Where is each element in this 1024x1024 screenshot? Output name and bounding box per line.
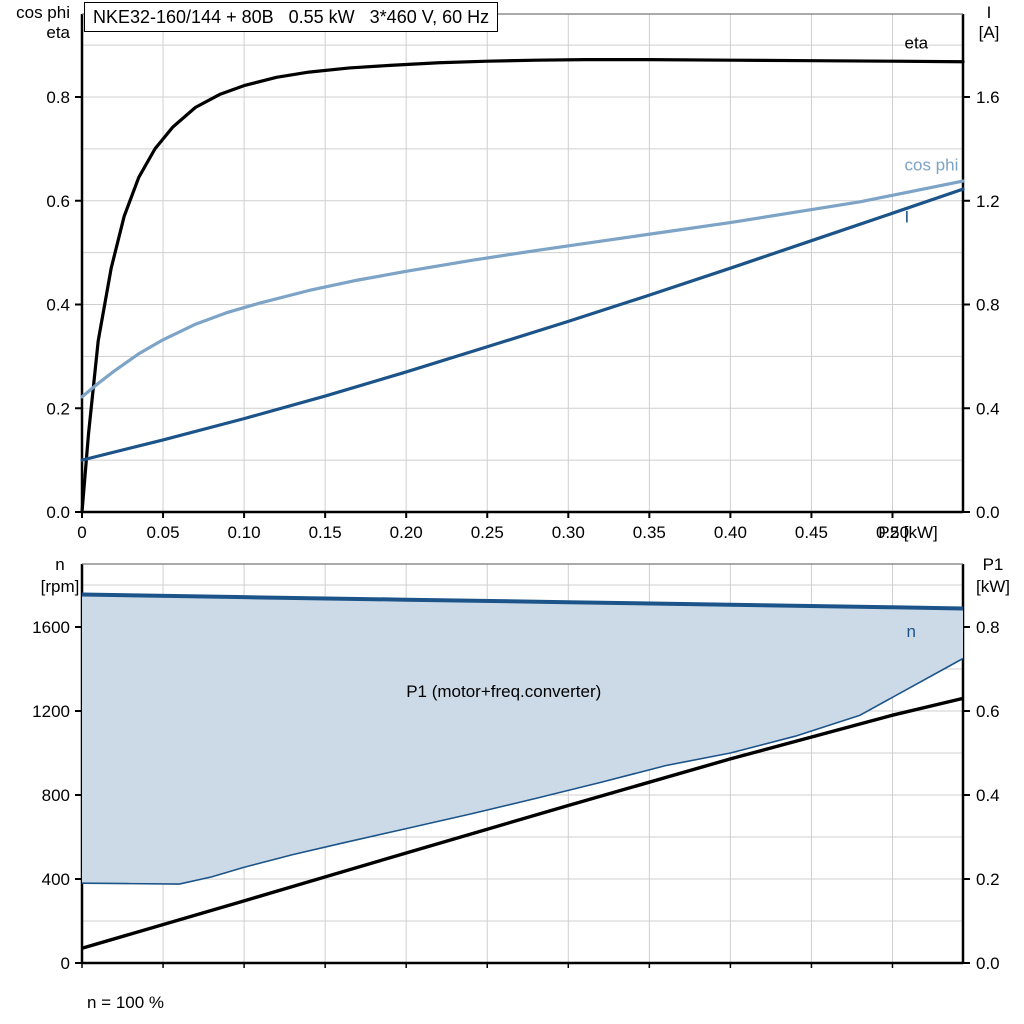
tick-label-left: 800 (42, 786, 70, 805)
tick-label-left: 1200 (32, 702, 70, 721)
bottom-chart: 0 400 800 1200 1600 0.0 0.2 0.4 0.6 0.8 n [rpm] P1 [k… (32, 555, 1010, 1012)
tick-label-right: 0.4 (976, 786, 1000, 805)
tick-label-left: 0.8 (46, 88, 70, 107)
chart-title-box: NKE32-160/144 + 80B 0.55 kW 3*460 V, 60 … (84, 2, 499, 32)
y2-axis-title-line2: [kW] (976, 577, 1010, 596)
curve-label-eta: eta (904, 34, 928, 53)
tick-label-right: 0.2 (976, 870, 1000, 889)
x-axis-title: P2 [kW] (878, 523, 938, 542)
top-chart: 0.0 0.2 0.4 0.6 0.8 0.0 0.4 0.8 1.2 1.6 0 0.05 0.10 0… (16, 3, 1000, 542)
tick-label-left: 0.6 (46, 192, 70, 211)
y-axis-title-line1: cos phi (16, 3, 70, 22)
tick-label-right: 0.4 (976, 399, 1000, 418)
curve-n (81, 592, 964, 611)
tick-label-left: 0.4 (46, 296, 70, 315)
curve-I (80, 187, 965, 462)
tick-label-bottom: 0.40 (714, 523, 747, 542)
tick-label-bottom: 0.50 (876, 523, 909, 542)
tick-label-right: 0.0 (976, 954, 1000, 973)
tick-label-left: 400 (42, 870, 70, 889)
p1-band-area (82, 594, 963, 885)
tick-label-right: 0.8 (976, 296, 1000, 315)
curve-p1-freq-converter (81, 657, 964, 885)
tick-label-bottom: 0.25 (471, 523, 504, 542)
chart-caption: n = 100 % (87, 993, 164, 1012)
y2-axis-title-line2: [A] (979, 23, 1000, 42)
tick-label-left: 0 (61, 954, 70, 973)
tick-label-bottom: 0.10 (228, 523, 261, 542)
curve-label-p1-band: P1 (motor+freq.converter) (406, 682, 601, 701)
curve-label-n: n (906, 622, 915, 641)
curve-p1-motor (81, 696, 964, 950)
curve-cos-phi (80, 179, 965, 399)
y-axis-title-line2: [rpm] (41, 577, 80, 596)
tick-label-left: 0.2 (46, 399, 70, 418)
tick-label-bottom: 0.35 (633, 523, 666, 542)
tick-label-right: 0.8 (976, 618, 1000, 637)
tick-label-bottom: 0.15 (309, 523, 342, 542)
tick-label-right: 1.2 (976, 192, 1000, 211)
tick-label-right: 0.0 (976, 503, 1000, 522)
curve-label-cos-phi: cos phi (904, 155, 958, 174)
tick-label-left: 0.0 (46, 503, 70, 522)
y2-axis-title-line1: P1 (983, 555, 1004, 574)
tick-label-bottom: 0 (77, 523, 86, 542)
curve-label-I: I (904, 207, 909, 226)
tick-label-right: 1.6 (976, 88, 1000, 107)
tick-label-bottom: 0.45 (795, 523, 828, 542)
page-title: NKE32-160/144 + 80B 0.55 kW 3*460 V, 60 … (93, 6, 490, 27)
curve-eta (80, 58, 965, 514)
y-axis-title-line2: eta (46, 23, 70, 42)
tick-label-right: 0.6 (976, 702, 1000, 721)
tick-label-bottom: 0.05 (147, 523, 180, 542)
tick-label-bottom: 0.20 (390, 523, 423, 542)
y2-axis-title-line1: I (987, 3, 992, 22)
y-axis-title-line1: n (55, 555, 64, 574)
tick-label-bottom: 0.30 (552, 523, 585, 542)
tick-label-left: 1600 (32, 618, 70, 637)
